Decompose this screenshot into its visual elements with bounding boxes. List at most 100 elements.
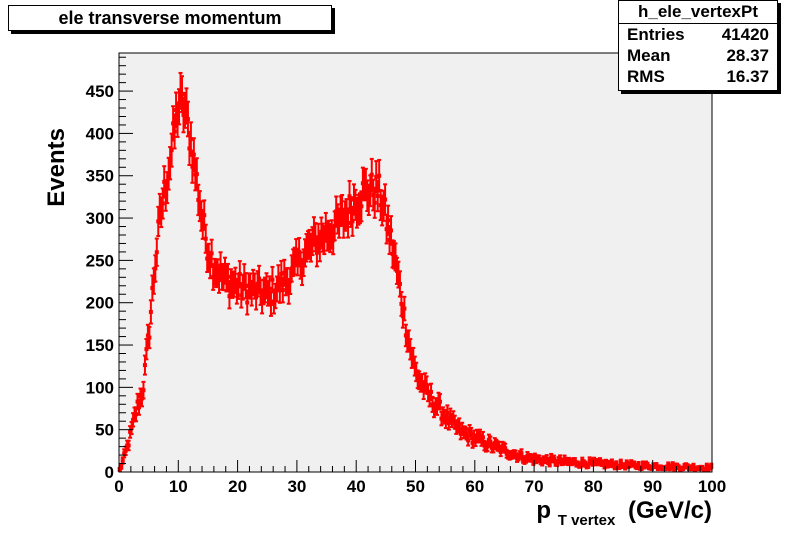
marker (185, 117, 190, 122)
marker (208, 263, 213, 268)
marker (221, 275, 226, 280)
marker (311, 229, 316, 234)
marker (423, 380, 428, 385)
marker (286, 289, 291, 294)
marker (353, 202, 358, 207)
y-axis-label: Events (43, 128, 70, 207)
marker (304, 245, 309, 250)
marker (180, 92, 185, 97)
marker (292, 259, 297, 264)
marker (168, 161, 173, 166)
data-point (308, 233, 313, 263)
marker (636, 462, 641, 467)
marker (240, 285, 245, 290)
data-point (120, 456, 125, 465)
data-points (117, 71, 714, 472)
marker (257, 276, 262, 281)
marker (135, 399, 140, 404)
marker (239, 293, 244, 298)
marker (215, 270, 220, 275)
marker (251, 280, 256, 285)
stats-value: 41420 (721, 25, 769, 44)
marker (166, 171, 171, 176)
data-point (341, 207, 346, 239)
marker (329, 232, 334, 237)
marker (381, 203, 386, 208)
marker (172, 129, 177, 134)
stats-label: Entries (627, 25, 685, 44)
marker (268, 301, 273, 306)
marker (191, 152, 196, 157)
marker (319, 229, 324, 234)
marker (242, 275, 247, 280)
marker (349, 210, 354, 215)
marker (160, 201, 165, 206)
marker (237, 272, 242, 277)
marker (273, 293, 278, 298)
marker (249, 291, 254, 296)
marker (670, 462, 675, 467)
marker (162, 179, 167, 184)
data-point (141, 380, 146, 400)
marker (354, 210, 359, 215)
marker (190, 164, 195, 169)
marker (175, 117, 180, 122)
marker (233, 278, 238, 283)
marker (187, 146, 192, 151)
stats-row-mean: Mean 28.37 (619, 45, 777, 66)
y-tick-label: 400 (86, 124, 114, 143)
x-tick-label: 50 (406, 477, 425, 496)
x-tick-label: 0 (114, 477, 123, 496)
marker (654, 463, 659, 468)
marker (184, 103, 189, 108)
marker (639, 466, 644, 471)
marker (449, 418, 454, 423)
marker (308, 245, 313, 250)
marker (439, 416, 444, 421)
marker (120, 458, 125, 463)
marker (341, 221, 346, 226)
x-axis-label-unit: (GeV/c) (628, 497, 712, 524)
marker (150, 285, 155, 290)
marker (277, 288, 282, 293)
marker (119, 464, 124, 469)
marker (488, 439, 493, 444)
marker (396, 272, 401, 277)
marker (212, 269, 217, 274)
marker (298, 263, 303, 268)
data-point (402, 295, 407, 322)
marker (346, 220, 351, 225)
marker (369, 172, 374, 177)
marker (156, 219, 161, 224)
marker (271, 299, 276, 304)
marker (181, 112, 186, 117)
marker (148, 309, 153, 314)
marker (586, 463, 591, 468)
marker (197, 204, 202, 209)
marker (578, 462, 583, 467)
stats-histogram-name: h_ele_vertexPt (619, 1, 777, 24)
marker (202, 213, 207, 218)
marker (437, 399, 442, 404)
y-tick-label: 350 (86, 167, 114, 186)
marker (295, 260, 300, 265)
marker (301, 260, 306, 265)
marker (503, 446, 508, 451)
marker (165, 185, 170, 190)
marker (363, 182, 368, 187)
marker (258, 290, 263, 295)
marker (371, 193, 376, 198)
marker (519, 451, 524, 456)
axes: 0 10 20 30 40 50 60 70 80 90 100 0 50 100 150 200 250 300… (86, 56, 726, 496)
marker (709, 463, 714, 468)
marker (310, 239, 315, 244)
marker (497, 444, 502, 449)
marker (199, 214, 204, 219)
marker (359, 204, 364, 209)
marker (386, 218, 391, 223)
marker (383, 197, 388, 202)
marker (316, 235, 321, 240)
marker (430, 402, 435, 407)
marker (142, 363, 147, 368)
marker (485, 444, 490, 449)
